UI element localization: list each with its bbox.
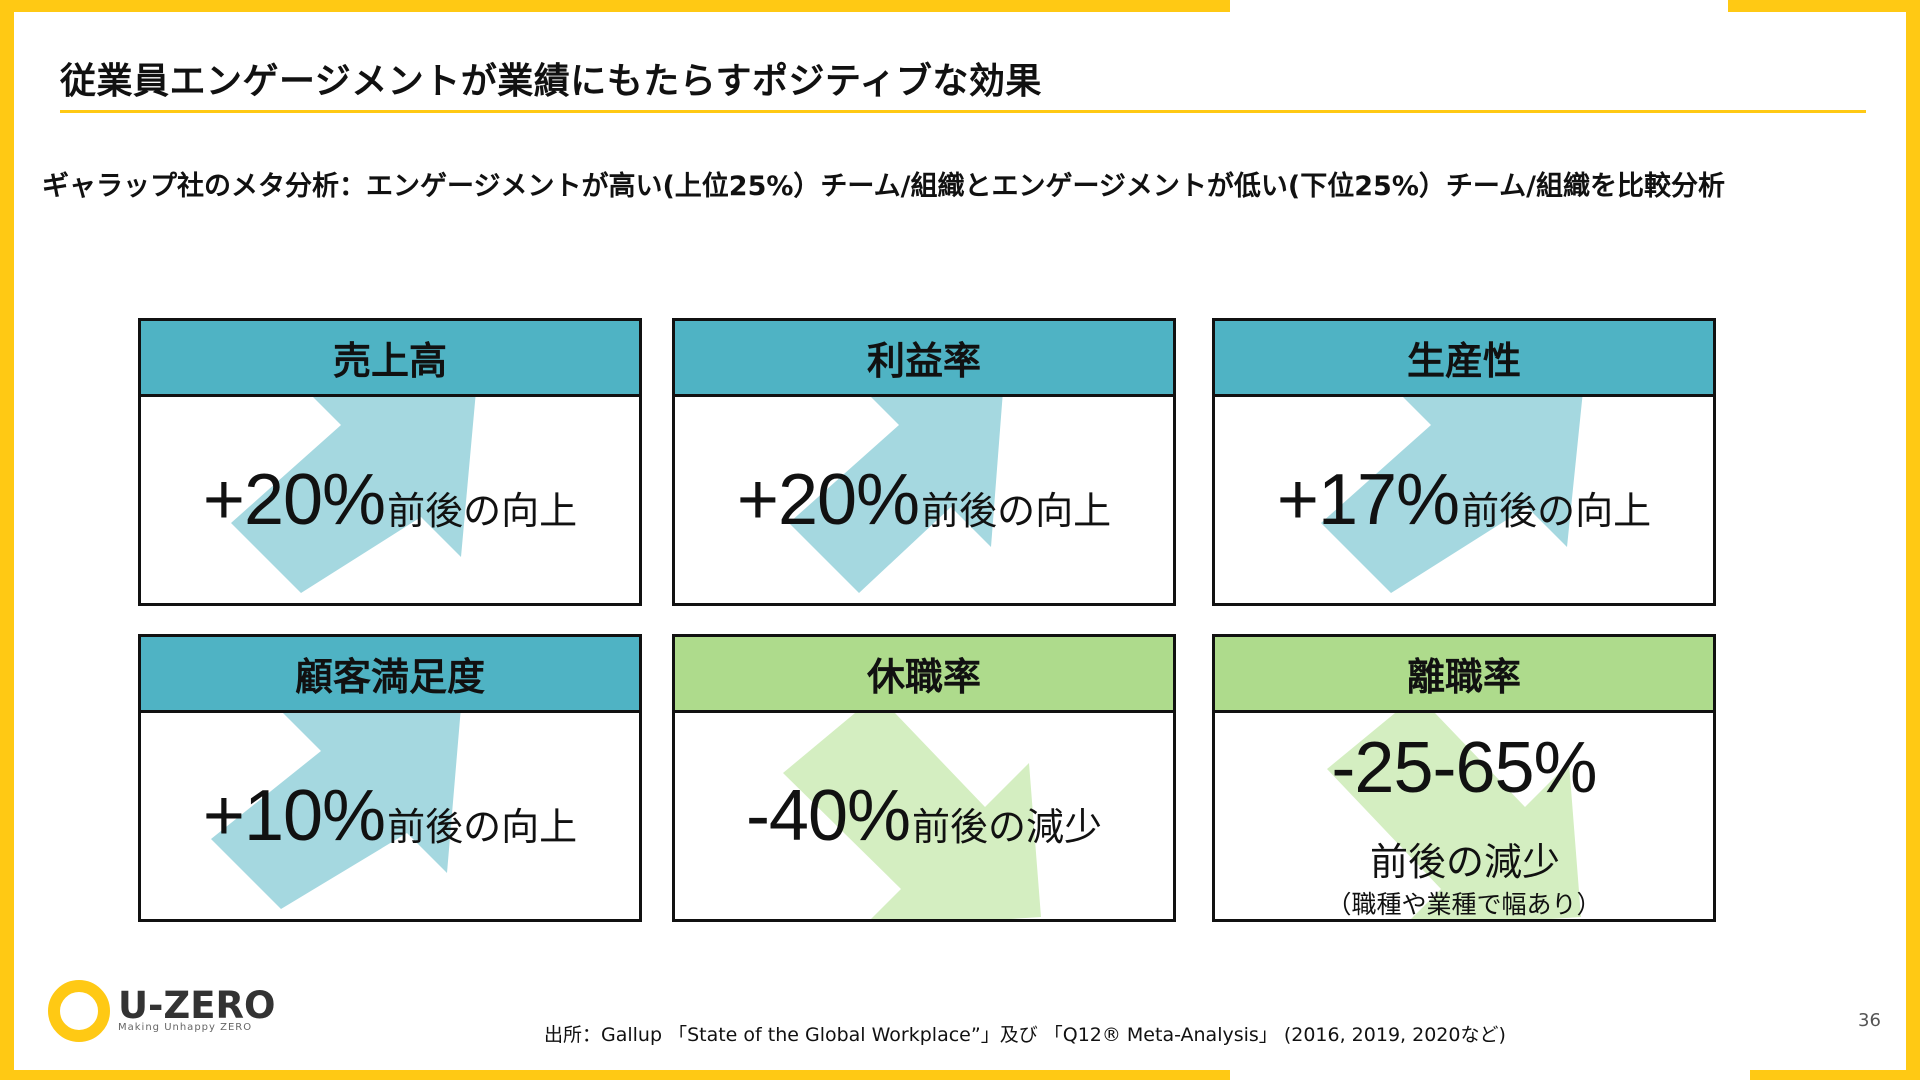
metric-value: +20% [736, 460, 920, 540]
card-header: 売上高 [141, 321, 639, 397]
metric-value: +20% [202, 460, 386, 540]
card-body: -25-65% 前後の減少 （職種や業種で幅あり） [1215, 713, 1713, 919]
metric-value: +17% [1276, 460, 1460, 540]
metric-unit: 前後の向上 [921, 489, 1112, 533]
metric-note-line: （職種や業種で幅あり） [1215, 885, 1713, 919]
metric-card-leave-rate: 休職率 -40% 前後の減少 [672, 634, 1176, 922]
metric-card-productivity: 生産性 +17% 前後の向上 [1212, 318, 1716, 606]
metric-card-profit-margin: 利益率 +20% 前後の向上 [672, 318, 1176, 606]
card-body: +10% 前後の向上 [141, 713, 639, 919]
card-header: 休職率 [675, 637, 1173, 713]
frame-top-gap [1230, 0, 1728, 12]
metric-value-line: +20% 前後の向上 [675, 459, 1173, 541]
card-body: +20% 前後の向上 [675, 397, 1173, 603]
arrow-down-right-icon [783, 713, 1041, 919]
metric-value: +10% [202, 776, 386, 856]
metric-card-sales: 売上高 +20% 前後の向上 [138, 318, 642, 606]
logo-name: U-ZERO [118, 984, 276, 1027]
metric-value: -40% [745, 776, 911, 856]
card-header: 顧客満足度 [141, 637, 639, 713]
metric-value-line: +10% 前後の向上 [141, 775, 639, 857]
card-header: 生産性 [1215, 321, 1713, 397]
arrow-up-right-icon [1321, 397, 1583, 593]
metric-card-customer-satisfaction: 顧客満足度 +10% 前後の向上 [138, 634, 642, 922]
page-number: 36 [1858, 1010, 1881, 1031]
card-body: +20% 前後の向上 [141, 397, 639, 603]
metric-value: -25-65% [1331, 728, 1597, 808]
metric-unit: 前後の減少 [912, 805, 1103, 849]
card-header: 利益率 [675, 321, 1173, 397]
card-body: -40% 前後の減少 [675, 713, 1173, 919]
metric-unit-line: 前後の減少 [1215, 831, 1713, 886]
arrow-up-right-icon [211, 713, 461, 909]
metric-unit: 前後の向上 [387, 805, 578, 849]
metric-unit: 前後の向上 [1461, 489, 1652, 533]
arrow-up-right-icon [789, 397, 1003, 593]
metric-value-line: -25-65% [1215, 727, 1713, 809]
slide-subtitle: ギャラップ社のメタ分析：エンゲージメントが高い(上位25%）チーム/組織とエンゲ… [42, 171, 1725, 202]
metric-card-turnover-rate: 離職率 -25-65% 前後の減少 （職種や業種で幅あり） [1212, 634, 1716, 922]
page-title: 従業員エンゲージメントが業績にもたらすポジティブな効果 [60, 61, 1042, 102]
card-body: +17% 前後の向上 [1215, 397, 1713, 603]
u-zero-logo-icon [48, 980, 110, 1042]
metric-value-line: +20% 前後の向上 [141, 459, 639, 541]
metric-value-line: +17% 前後の向上 [1215, 459, 1713, 541]
metric-unit: 前後の向上 [387, 489, 578, 533]
metric-unit: 前後の減少 [1369, 840, 1560, 884]
logo-tagline: Making Unhappy ZERO [118, 1022, 253, 1033]
frame-bottom-gap [1230, 1070, 1750, 1080]
metric-note: （職種や業種で幅あり） [1326, 890, 1602, 919]
frame-right-bar [1906, 0, 1920, 1080]
metric-value-line: -40% 前後の減少 [675, 775, 1173, 857]
source-citation: 出所：Gallup 「State of the Global Workplace… [544, 1024, 1506, 1046]
frame-bottom-bar [0, 1070, 1920, 1080]
arrow-down-right-icon [1327, 713, 1581, 919]
card-header: 離職率 [1215, 637, 1713, 713]
arrow-up-right-icon [231, 397, 476, 593]
frame-left-bar [0, 0, 14, 1080]
title-underline [60, 110, 1866, 113]
